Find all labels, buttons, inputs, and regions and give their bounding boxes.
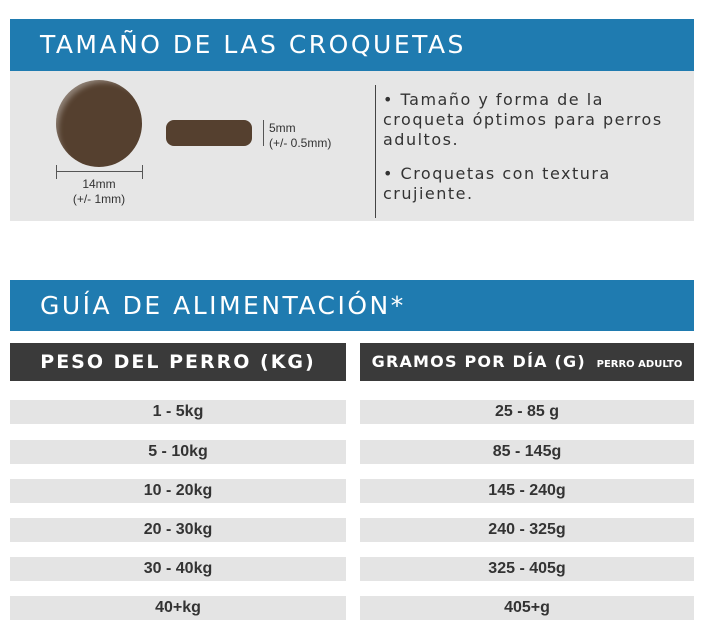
grams-cell: 145 - 240g [360, 479, 694, 503]
grams-cell: 25 - 85 g [360, 400, 694, 424]
weight-column-label: PESO DEL PERRO (KG) [40, 351, 316, 373]
grams-cell: 325 - 405g [360, 557, 694, 581]
weight-column-header: PESO DEL PERRO (KG) [10, 343, 346, 381]
feature-item: • Croquetas con textura crujiente. [383, 164, 611, 203]
grams-column-label: GRAMOS POR DÍA (G) [371, 352, 586, 371]
weight-cell: 5 - 10kg [10, 440, 346, 464]
grams-cell: 405+g [360, 596, 694, 620]
divider [375, 85, 376, 218]
round-kibble-width: 14mm [82, 177, 116, 191]
size-section-header: TAMAÑO DE LAS CROQUETAS [10, 19, 694, 71]
grams-column-note: PERRO ADULTO [596, 359, 683, 370]
weight-cell: 40+kg [10, 596, 346, 620]
kibble-features-list: • Tamaño y forma de la croqueta óptimos … [383, 90, 688, 218]
feature-item: • Tamaño y forma de la croqueta óptimos … [383, 90, 663, 149]
weight-cell: 30 - 40kg [10, 557, 346, 581]
pill-kibble-tolerance: (+/- 0.5mm) [269, 136, 332, 150]
weight-cell: 20 - 30kg [10, 518, 346, 542]
size-section-title: TAMAÑO DE LAS CROQUETAS [40, 30, 466, 59]
feeding-section-header: GUÍA DE ALIMENTACIÓN* [10, 280, 694, 331]
grams-cell: 85 - 145g [360, 440, 694, 464]
pill-kibble-image [166, 120, 252, 146]
round-kibble-tolerance: (+/- 1mm) [72, 192, 126, 206]
height-dimension-line [263, 120, 264, 146]
pill-kibble-height: 5mm [269, 121, 296, 135]
round-kibble-dimension: 14mm (+/- 1mm) [56, 177, 142, 207]
grams-cell: 240 - 325g [360, 518, 694, 542]
grams-column-header: GRAMOS POR DÍA (G) PERRO ADULTO [360, 343, 694, 381]
feeding-section-title: GUÍA DE ALIMENTACIÓN* [40, 291, 406, 320]
pill-kibble-dimension: 5mm (+/- 0.5mm) [269, 121, 331, 151]
weight-cell: 1 - 5kg [10, 400, 346, 424]
weight-cell: 10 - 20kg [10, 479, 346, 503]
width-dimension-line [56, 171, 142, 172]
dimension-tick [56, 165, 57, 179]
round-kibble-image [56, 80, 142, 167]
dimension-tick [142, 165, 143, 179]
